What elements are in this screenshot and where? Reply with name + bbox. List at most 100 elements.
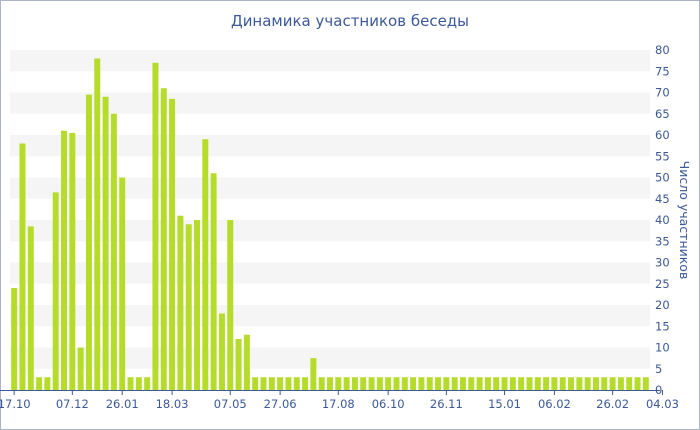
bar [293, 377, 300, 390]
bar [127, 377, 134, 390]
x-tick-label: 07.05 [214, 397, 247, 411]
bar [194, 220, 200, 390]
bar [252, 377, 259, 390]
bar [61, 130, 68, 390]
y-tick-label: 35 [655, 234, 670, 248]
x-tick-label: 15.01 [488, 397, 521, 411]
bar [518, 377, 525, 390]
y-tick-label: 50 [655, 171, 670, 185]
bar [493, 377, 500, 390]
bar [509, 377, 516, 390]
y-tick-label: 65 [655, 107, 670, 121]
bar [435, 377, 442, 390]
bar [44, 377, 51, 390]
bar [343, 377, 350, 390]
y-tick-label: 5 [655, 362, 662, 376]
bar [401, 377, 408, 390]
y-tick-label: 30 [655, 256, 670, 270]
x-tick-label: 26.02 [596, 397, 629, 411]
bar [501, 377, 508, 390]
bar [119, 177, 126, 390]
x-tick-label: 06.02 [538, 397, 571, 411]
bar [185, 224, 192, 390]
y-tick-label: 40 [655, 213, 670, 227]
bar [568, 377, 575, 390]
x-tick-label: 04.03 [646, 397, 679, 411]
x-axis-ticks: 17.10 07.12 26.01 18.03 07.05 27.06 17.08 06.10… [0, 390, 679, 411]
bar [368, 377, 375, 390]
bar [227, 220, 234, 390]
y-tick-label: 15 [655, 319, 670, 333]
bar [484, 377, 491, 390]
bar [418, 377, 425, 390]
bar [443, 377, 450, 390]
bar [385, 377, 392, 390]
bar [318, 377, 325, 390]
bar [335, 377, 342, 390]
bar [551, 377, 558, 390]
bar-series [11, 58, 649, 391]
y-tick-label: 20 [655, 298, 670, 312]
bar [94, 58, 101, 390]
bar [27, 226, 34, 391]
bar [426, 377, 433, 390]
bar [177, 215, 184, 390]
x-tick-label: 06.10 [372, 397, 405, 411]
bar [160, 88, 167, 390]
bar [351, 377, 358, 390]
bar [36, 377, 43, 390]
bar [642, 377, 649, 390]
bar [218, 313, 225, 390]
y-tick-label: 55 [655, 149, 670, 163]
chart-title: Динамика участников беседы [230, 12, 470, 30]
bar [327, 377, 333, 390]
y-tick-label: 10 [655, 341, 670, 355]
y-tick-label: 70 [655, 86, 670, 100]
x-tick-label: 17.10 [0, 397, 31, 411]
x-tick-label: 26.11 [430, 397, 463, 411]
bar [135, 377, 142, 390]
bar [144, 377, 151, 390]
bar [543, 377, 550, 390]
bar [617, 377, 624, 390]
bar [592, 377, 599, 390]
bar [459, 377, 466, 390]
y-axis-ticks: 0 5 10 15 20 25 30 35 40 45 50 55 60 65 70 75 80 [655, 43, 670, 397]
bar [85, 94, 92, 391]
bar [451, 377, 458, 390]
bar [609, 377, 616, 390]
bar [202, 139, 209, 390]
y-tick-label: 80 [655, 43, 670, 57]
x-tick-label: 07.12 [56, 397, 89, 411]
bar [576, 377, 583, 390]
bar [243, 334, 250, 390]
y-tick-label: 25 [655, 277, 670, 291]
bar [393, 377, 400, 390]
bar [210, 173, 217, 390]
bar [277, 377, 284, 390]
y-axis-label: Число участников [677, 161, 692, 280]
bar [584, 377, 591, 390]
bar [152, 62, 159, 390]
x-tick-label: 17.08 [322, 397, 355, 411]
x-tick-label: 18.03 [156, 397, 189, 411]
bar [169, 98, 176, 391]
bar [77, 347, 84, 390]
x-tick-label: 26.01 [106, 397, 139, 411]
bar [19, 143, 26, 390]
y-tick-label: 45 [655, 192, 670, 206]
bar [601, 377, 608, 390]
bar [360, 377, 367, 390]
bar [410, 377, 417, 390]
bar [310, 358, 317, 391]
bar [11, 288, 18, 390]
y-tick-label: 0 [655, 383, 662, 397]
y-tick-label: 60 [655, 128, 670, 142]
bar [634, 377, 641, 390]
bar [285, 377, 292, 390]
bar [102, 96, 109, 390]
bar [260, 377, 267, 390]
bar [468, 377, 475, 390]
bar [302, 377, 309, 390]
